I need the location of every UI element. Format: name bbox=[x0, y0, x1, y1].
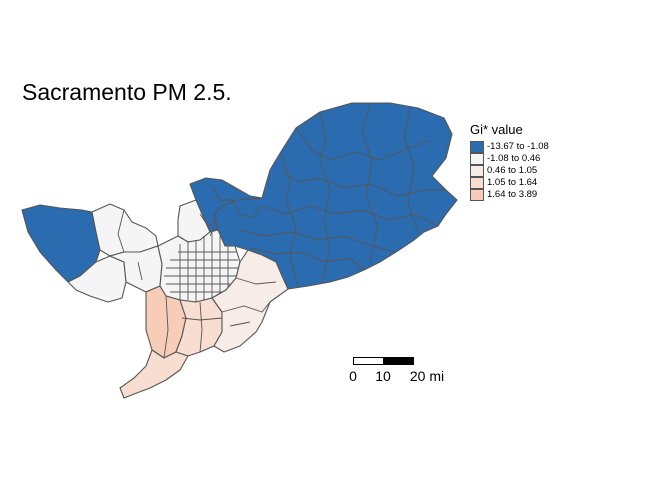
legend-title: Gi* value bbox=[470, 122, 523, 137]
legend-swatch bbox=[470, 165, 484, 177]
map-title: Sacramento PM 2.5. bbox=[22, 79, 232, 105]
tract-line bbox=[221, 301, 271, 313]
tract-line bbox=[319, 111, 331, 283]
tract-line bbox=[281, 171, 446, 197]
tract-line bbox=[231, 199, 263, 219]
map-region-south-mild bbox=[175, 297, 223, 357]
legend-swatch bbox=[470, 177, 484, 189]
map-region-northwest bbox=[21, 204, 101, 283]
scale-bar-segment-black bbox=[383, 357, 414, 365]
tract-line bbox=[249, 247, 365, 271]
tract-line bbox=[199, 213, 217, 237]
tract-boundaries bbox=[117, 103, 446, 359]
legend-label: 0.46 to 1.05 bbox=[487, 165, 538, 176]
legend-item: 1.64 to 3.89 bbox=[470, 189, 549, 201]
legend-item: -13.67 to -1.08 bbox=[470, 141, 549, 153]
legend-label: -1.08 to 0.46 bbox=[487, 153, 541, 164]
tract-line bbox=[403, 107, 419, 233]
legend-swatch bbox=[470, 189, 484, 201]
tract-line bbox=[117, 209, 125, 253]
legend-item: -1.08 to 0.46 bbox=[470, 153, 549, 165]
tract-line bbox=[235, 277, 277, 285]
tract-line bbox=[261, 205, 439, 227]
legend-swatch bbox=[470, 141, 484, 153]
scale-bar-segment-white bbox=[353, 357, 384, 365]
tract-line bbox=[211, 185, 232, 201]
tract-line bbox=[163, 295, 169, 359]
scale-bar-tick-label: 20 mi bbox=[409, 368, 445, 384]
scale-bar-tick-label: 10 bbox=[375, 368, 391, 384]
tract-line bbox=[199, 301, 203, 353]
legend: Gi* value -13.67 to -1.08 -1.08 to 0.46 … bbox=[470, 122, 549, 201]
map-regions bbox=[21, 102, 458, 399]
scale-bar-tick-label: 0 bbox=[349, 368, 357, 384]
tract-line bbox=[181, 317, 223, 321]
tract-line bbox=[281, 155, 299, 287]
legend-label: 1.05 to 1.64 bbox=[487, 177, 538, 188]
tract-line bbox=[361, 103, 379, 263]
legend-item: 1.05 to 1.64 bbox=[470, 177, 549, 189]
tract-line bbox=[229, 321, 251, 327]
map-region-delta-neutral bbox=[119, 349, 189, 399]
map-region-southeast-neutral bbox=[211, 249, 289, 353]
map-region-west-neutral bbox=[91, 203, 159, 257]
legend-item: 0.46 to 1.05 bbox=[470, 165, 549, 177]
scale-bar: 0 10 20 mi bbox=[343, 355, 445, 387]
tract-line bbox=[295, 127, 431, 161]
legend-label: 1.64 to 3.89 bbox=[487, 189, 538, 200]
tract-line bbox=[137, 261, 143, 281]
legend-label: -13.67 to -1.08 bbox=[487, 141, 549, 152]
tract-line bbox=[239, 229, 397, 253]
legend-swatch bbox=[470, 153, 484, 165]
